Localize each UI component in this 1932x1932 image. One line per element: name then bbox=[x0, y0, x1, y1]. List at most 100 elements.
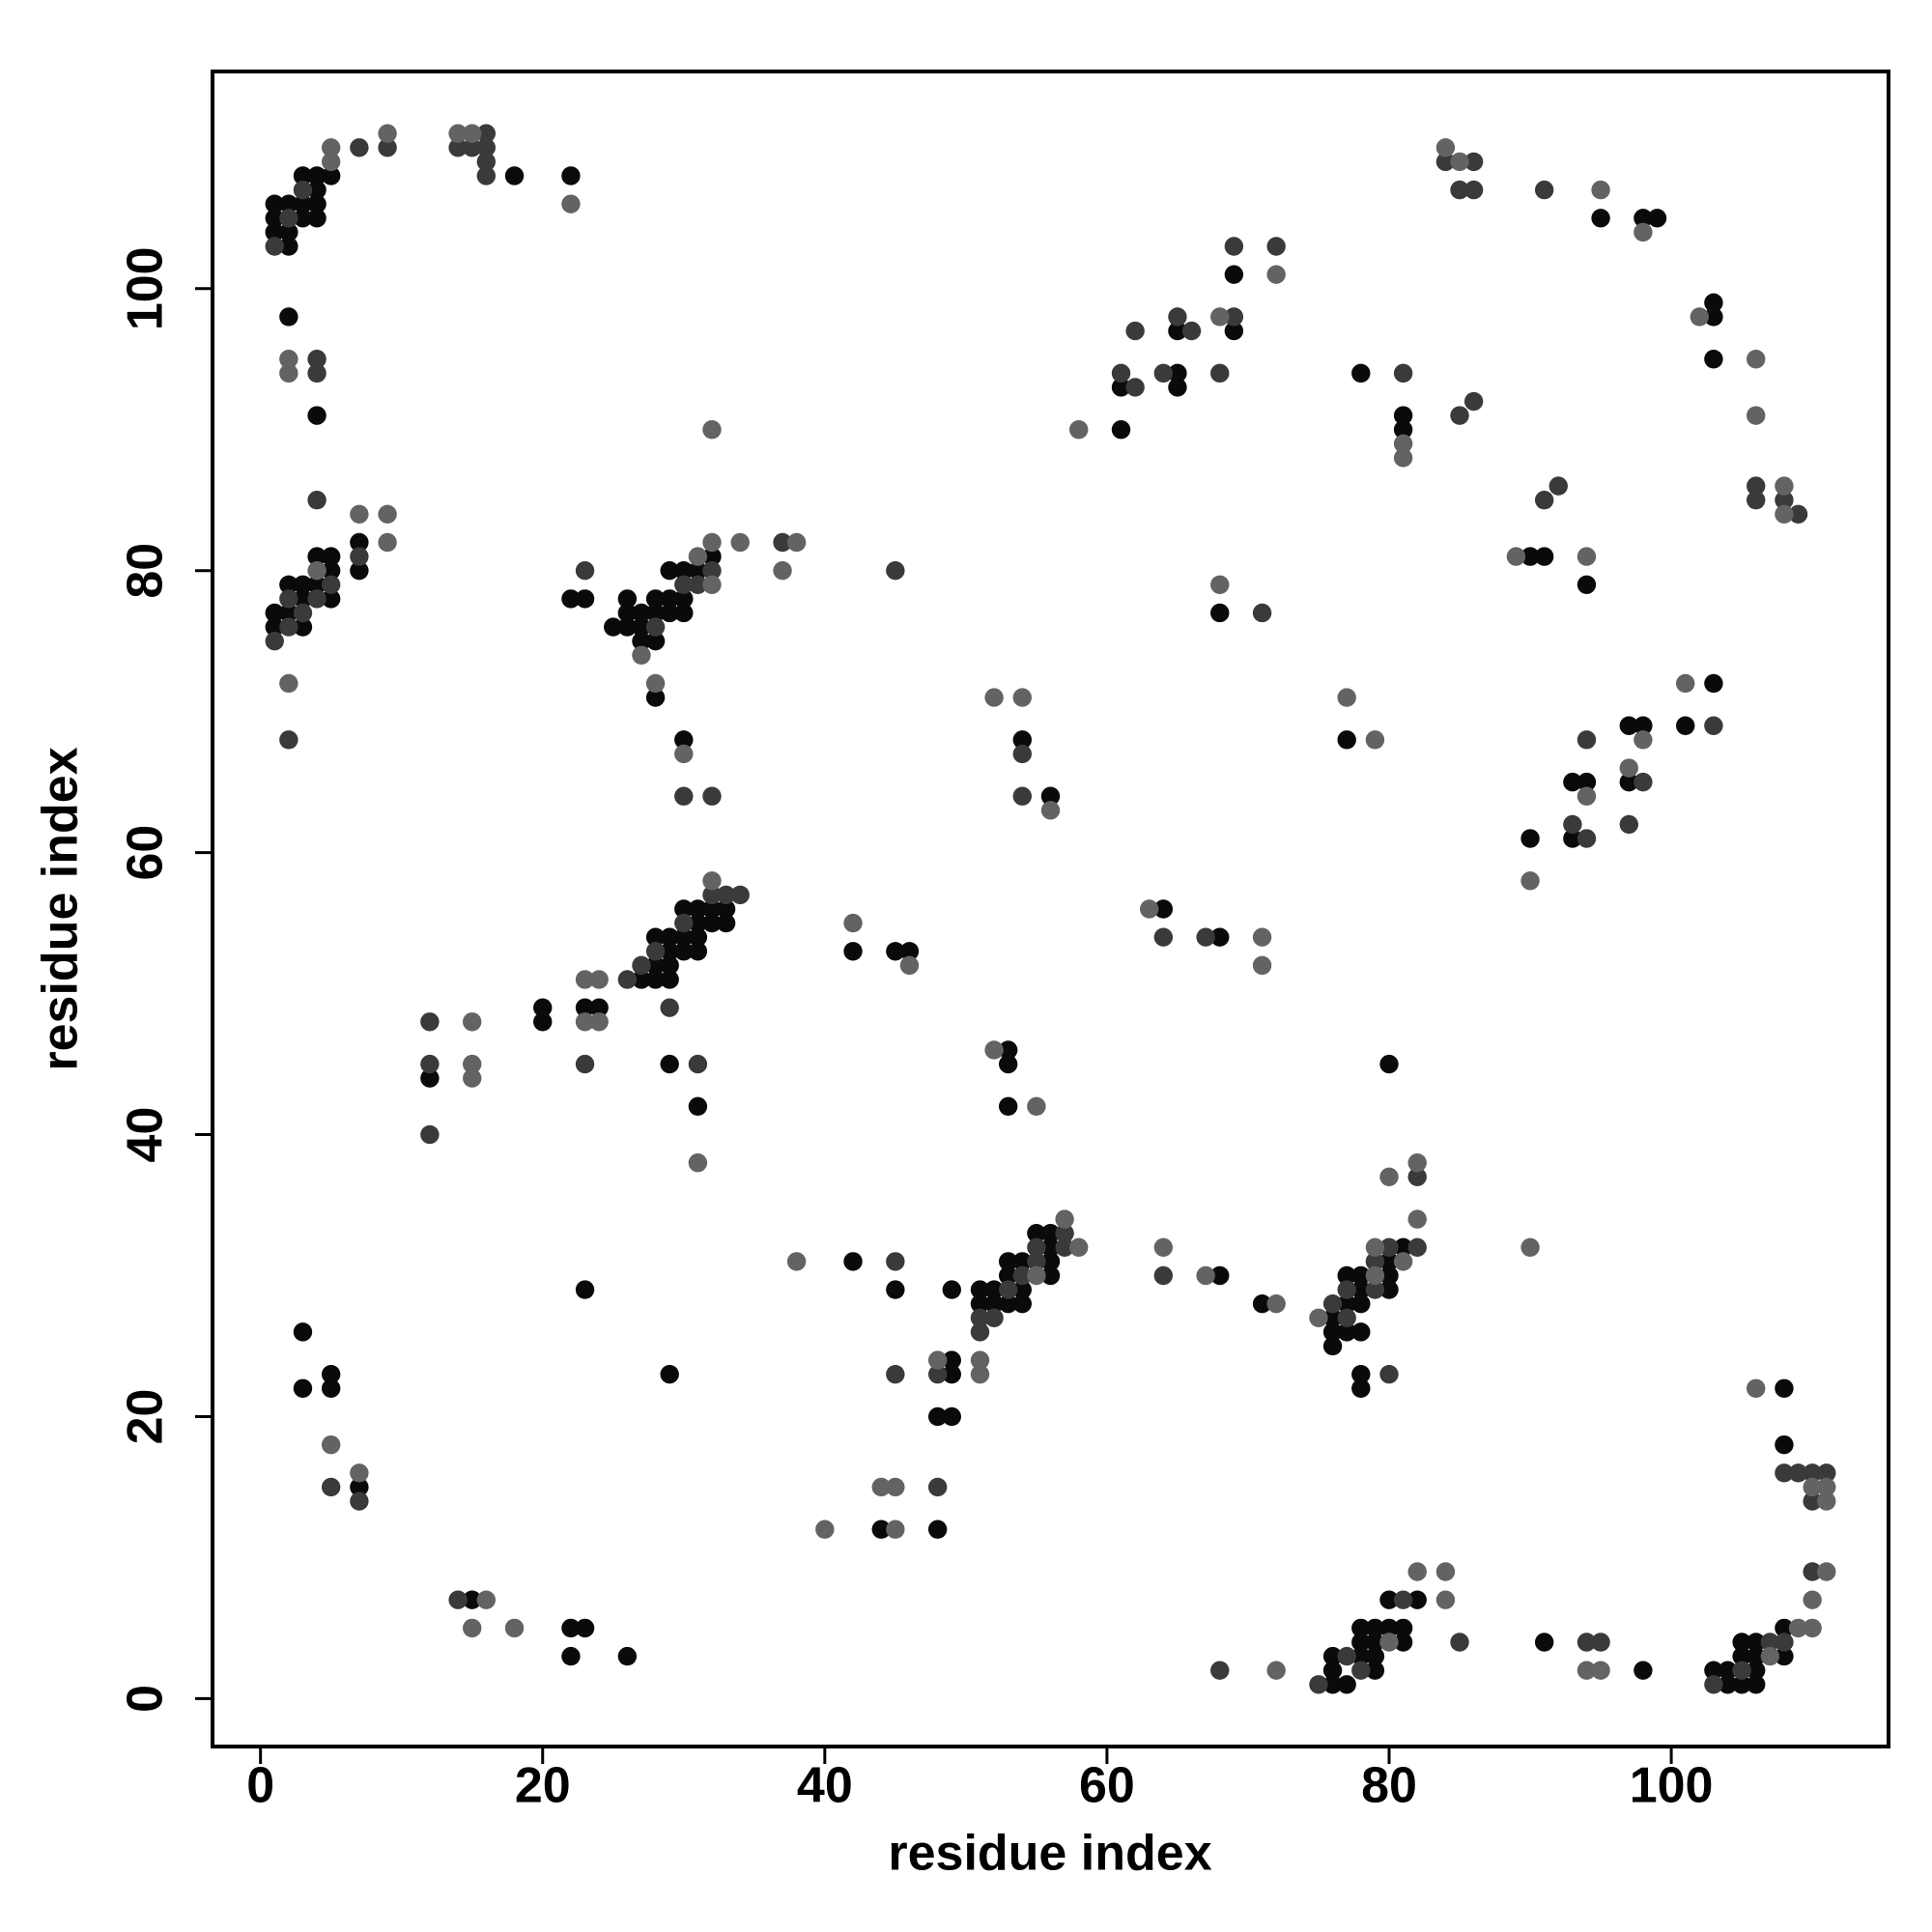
point bbox=[1322, 1336, 1343, 1356]
point bbox=[1322, 1293, 1343, 1314]
point bbox=[1379, 1054, 1399, 1074]
point bbox=[1775, 1378, 1794, 1398]
point bbox=[1351, 1661, 1371, 1680]
point bbox=[942, 1406, 961, 1427]
point bbox=[1634, 716, 1653, 735]
point bbox=[307, 547, 327, 566]
point bbox=[998, 1040, 1018, 1060]
point bbox=[1450, 180, 1469, 200]
point bbox=[321, 1477, 341, 1497]
point bbox=[533, 998, 553, 1017]
point bbox=[1196, 927, 1215, 947]
point bbox=[321, 138, 341, 157]
point bbox=[1111, 420, 1131, 440]
point bbox=[279, 673, 298, 694]
point bbox=[645, 631, 666, 651]
point bbox=[674, 786, 694, 806]
point bbox=[1563, 814, 1582, 835]
point bbox=[1337, 730, 1356, 750]
point bbox=[984, 1293, 1004, 1314]
point bbox=[970, 1308, 990, 1327]
point bbox=[1817, 1492, 1836, 1511]
point bbox=[1252, 603, 1272, 623]
point bbox=[730, 532, 750, 553]
point bbox=[1450, 1633, 1469, 1652]
point bbox=[702, 575, 722, 594]
point bbox=[1351, 1633, 1371, 1652]
point bbox=[1534, 180, 1554, 200]
point bbox=[1704, 1661, 1723, 1680]
point bbox=[293, 603, 313, 623]
point bbox=[279, 603, 298, 623]
point bbox=[645, 603, 666, 623]
point bbox=[998, 1293, 1018, 1314]
point bbox=[688, 913, 708, 933]
point bbox=[1450, 406, 1469, 425]
point bbox=[420, 1012, 440, 1032]
point bbox=[1577, 772, 1597, 792]
point bbox=[1732, 1661, 1751, 1680]
point bbox=[645, 955, 666, 976]
point bbox=[575, 1054, 595, 1074]
point bbox=[660, 927, 679, 947]
point bbox=[265, 237, 284, 256]
point bbox=[575, 998, 595, 1017]
point bbox=[1435, 1562, 1456, 1581]
point bbox=[1775, 1633, 1794, 1652]
point bbox=[998, 1280, 1018, 1299]
point bbox=[307, 180, 327, 200]
point bbox=[1040, 1224, 1061, 1243]
point bbox=[716, 899, 736, 919]
point bbox=[1435, 1590, 1456, 1609]
point bbox=[1210, 1661, 1230, 1680]
point bbox=[1111, 363, 1131, 384]
point bbox=[886, 1520, 905, 1539]
point bbox=[589, 970, 609, 989]
point bbox=[1817, 1562, 1836, 1581]
point bbox=[927, 1477, 948, 1497]
point bbox=[645, 589, 666, 609]
point bbox=[1309, 1675, 1328, 1694]
point bbox=[942, 1350, 961, 1370]
point bbox=[970, 1364, 990, 1384]
point bbox=[279, 730, 298, 750]
point bbox=[293, 1378, 313, 1398]
point bbox=[1224, 307, 1244, 327]
point bbox=[1407, 1237, 1427, 1258]
point bbox=[279, 589, 298, 609]
point bbox=[1365, 1237, 1385, 1258]
point bbox=[1407, 1153, 1427, 1173]
point bbox=[1577, 1661, 1597, 1680]
point bbox=[984, 1280, 1004, 1299]
point bbox=[1619, 772, 1638, 792]
point bbox=[1337, 1322, 1356, 1342]
point bbox=[1168, 363, 1187, 384]
point bbox=[1337, 688, 1356, 707]
y-tick-label: 80 bbox=[118, 543, 174, 599]
point bbox=[1040, 1252, 1061, 1271]
point bbox=[420, 1068, 440, 1088]
point bbox=[293, 1322, 313, 1342]
point bbox=[1379, 1364, 1399, 1384]
point bbox=[1322, 1675, 1343, 1694]
y-tick-label: 100 bbox=[118, 246, 174, 330]
point bbox=[321, 575, 341, 594]
point bbox=[1506, 547, 1526, 566]
point bbox=[1450, 152, 1469, 172]
point bbox=[279, 350, 298, 369]
point bbox=[463, 124, 482, 143]
point bbox=[1393, 1618, 1413, 1638]
point bbox=[970, 1293, 990, 1314]
point bbox=[1747, 1378, 1766, 1398]
point bbox=[1393, 363, 1413, 384]
point bbox=[1379, 1633, 1399, 1652]
point bbox=[1322, 1646, 1343, 1666]
point bbox=[984, 1040, 1004, 1060]
point bbox=[998, 1265, 1018, 1286]
point bbox=[645, 970, 666, 989]
point bbox=[632, 645, 651, 665]
point bbox=[1012, 1293, 1032, 1314]
point bbox=[265, 222, 284, 242]
point bbox=[1153, 363, 1174, 384]
